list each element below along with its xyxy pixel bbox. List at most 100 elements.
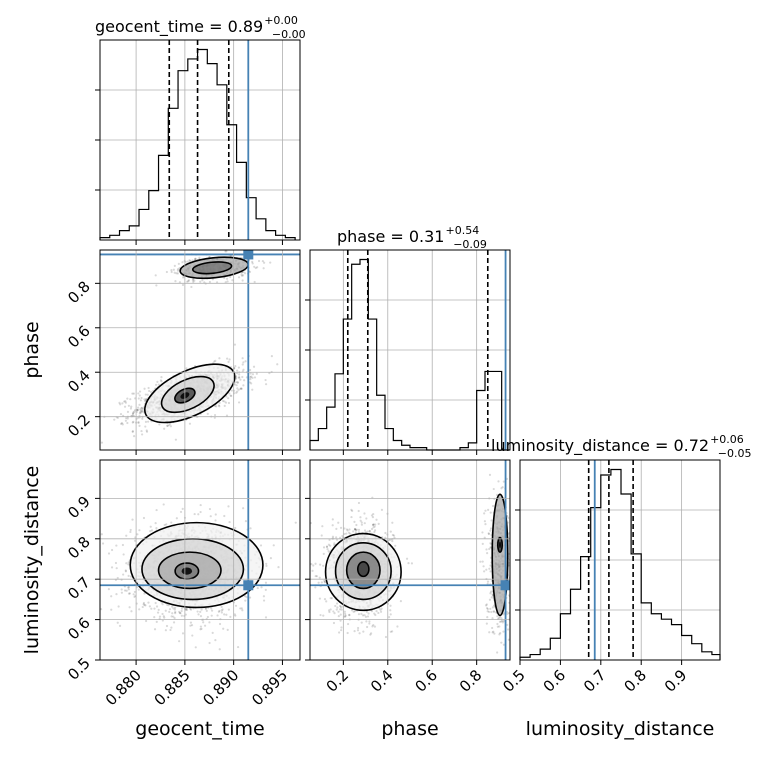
sample-point (192, 280, 195, 284)
title-luminosity-distance: luminosity_distance = 0.72+0.06 −0.05 (491, 433, 752, 460)
sample-point (116, 621, 119, 624)
sample-point (220, 609, 223, 612)
sample-point (256, 586, 259, 590)
sample-point (218, 401, 221, 405)
sample-point (370, 514, 374, 517)
sample-point (357, 528, 361, 531)
sample-point (224, 250, 227, 253)
sample-point (260, 586, 263, 589)
sample-point (148, 389, 151, 393)
histogram-steps (99, 48, 296, 240)
sample-point (223, 613, 226, 616)
sample-point (192, 278, 195, 281)
sample-point (143, 603, 146, 607)
sample-point (353, 610, 356, 613)
sample-point (215, 281, 219, 284)
sample-point (346, 631, 349, 635)
sample-point (254, 266, 257, 270)
sample-point (125, 534, 128, 537)
sample-point (214, 519, 217, 522)
ylabel-phase: phase (21, 321, 43, 378)
sample-point (171, 612, 174, 615)
sample-point (248, 270, 252, 273)
sample-point (335, 602, 339, 605)
sample-point (320, 534, 323, 537)
sample-point (340, 606, 343, 609)
sample-point (132, 392, 135, 395)
sample-point (234, 381, 238, 384)
sample-point (214, 404, 217, 408)
sample-point (340, 608, 343, 611)
sample-point (358, 632, 361, 635)
sample-point (238, 373, 241, 376)
sample-point (147, 601, 150, 604)
sample-point (130, 405, 133, 408)
sample-point (132, 435, 136, 438)
sample-point (234, 365, 237, 368)
sample-point (115, 567, 118, 570)
sample-point (132, 593, 135, 596)
sample-point (145, 429, 148, 432)
sample-point (127, 561, 130, 564)
sample-point (327, 550, 330, 553)
sample-point (325, 600, 328, 603)
sample-point (354, 529, 357, 532)
sample-point (100, 441, 104, 444)
sample-point (234, 604, 238, 607)
sample-point (335, 536, 338, 539)
sample-point (360, 523, 364, 526)
sample-point (222, 627, 225, 630)
sample-point (178, 640, 181, 643)
sample-point (216, 614, 219, 617)
sample-point (137, 392, 140, 395)
sample-point (159, 379, 162, 382)
sample-point (174, 606, 177, 609)
sample-point (125, 562, 128, 565)
sample-point (249, 378, 252, 381)
sample-point (186, 280, 189, 283)
sample-point (127, 574, 130, 577)
sample-point (311, 569, 314, 572)
sample-point (366, 530, 369, 533)
sample-point (170, 615, 173, 618)
sample-point (380, 607, 383, 610)
sample-point (188, 259, 191, 262)
sample-point (351, 509, 354, 512)
sample-point (229, 615, 232, 619)
sample-point (110, 595, 113, 598)
sample-point (204, 607, 207, 610)
sample-point (120, 591, 123, 594)
sample-point (149, 529, 152, 533)
sample-point (368, 620, 371, 623)
sample-point (140, 406, 143, 410)
sample-point (144, 393, 147, 396)
sample-point (127, 588, 130, 591)
sample-point (137, 421, 140, 425)
sample-point (129, 528, 132, 532)
density-shade (192, 261, 232, 274)
sample-point (331, 518, 334, 521)
sample-point (187, 280, 190, 283)
ylabel-luminosity-distance: luminosity_distance (21, 466, 43, 655)
panels-layer: 0.5 0.6 0.7 0.8 0.90.20.40.60.80.880 0.885 0.8… (64, 39, 721, 709)
sample-point (129, 407, 133, 410)
sample-point (214, 639, 217, 642)
sample-point (344, 615, 347, 618)
sample-point (350, 515, 353, 519)
sample-point (237, 366, 241, 369)
sample-point (110, 548, 114, 552)
sample-point (241, 363, 244, 366)
sample-point (237, 401, 241, 404)
sample-point (169, 422, 172, 425)
sample-point (189, 608, 193, 611)
sample-point (323, 579, 326, 582)
sample-point (137, 397, 140, 400)
histogram-steps (519, 468, 721, 660)
sample-point (160, 375, 163, 379)
sample-point (392, 534, 396, 537)
sample-point (363, 522, 366, 525)
sample-point (127, 586, 131, 589)
sample-point (194, 257, 197, 260)
sample-point (172, 268, 175, 271)
sample-point (249, 376, 252, 379)
